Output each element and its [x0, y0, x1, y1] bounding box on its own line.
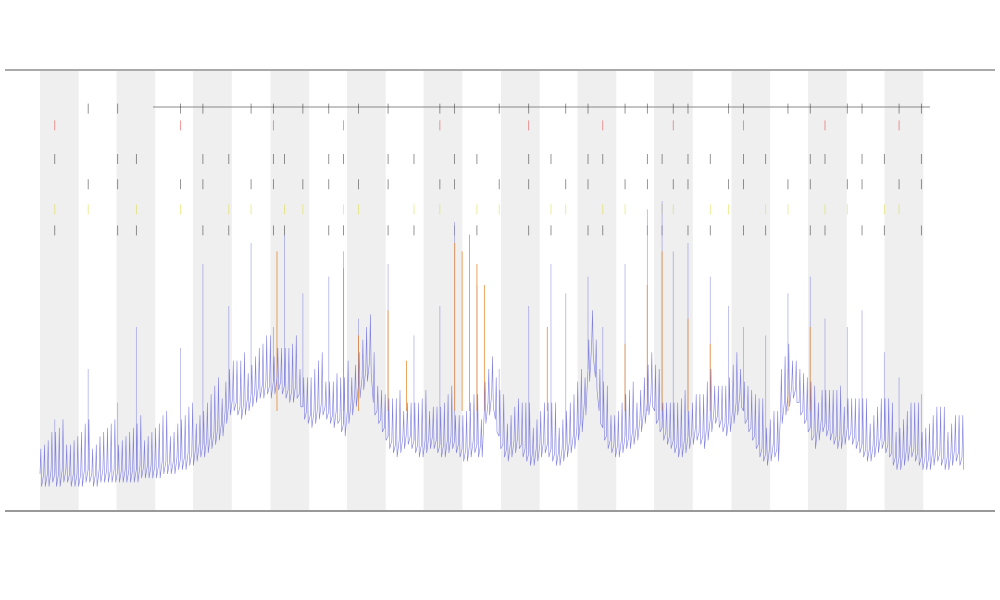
shaded-band-7 — [577, 71, 617, 510]
shaded-band-3 — [270, 71, 310, 510]
orange-spikes — [276, 234, 811, 411]
shaded-band-1 — [116, 71, 156, 510]
shaded-band-4 — [347, 71, 386, 510]
event-rows — [54, 103, 922, 236]
shaded-band-5 — [423, 71, 463, 510]
shaded-band-10 — [808, 71, 847, 510]
series-line-main — [39, 310, 964, 487]
shaded-band-9 — [731, 71, 771, 510]
